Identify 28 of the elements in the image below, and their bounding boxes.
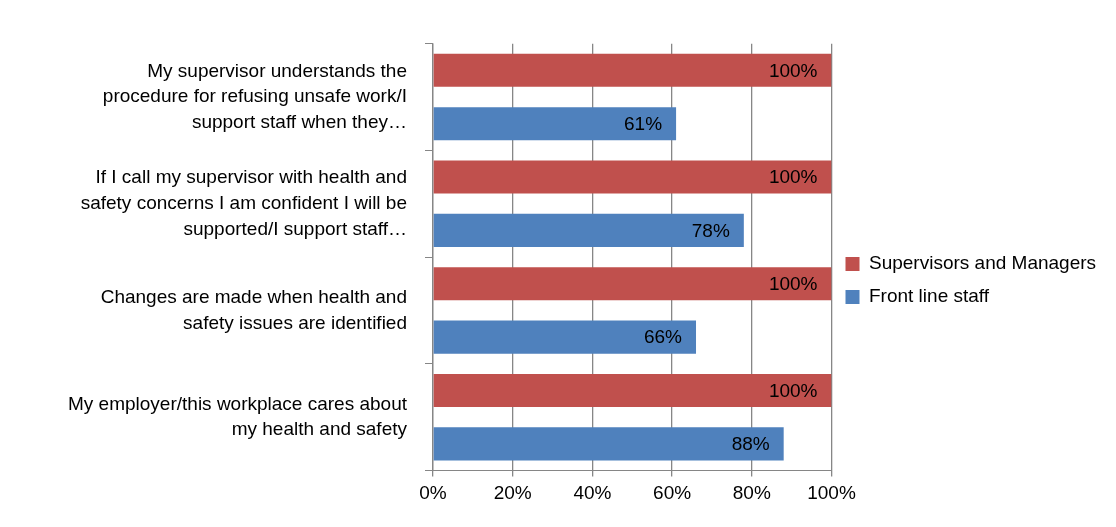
- x-tick-label: 100%: [807, 482, 856, 504]
- x-tick-label: 60%: [653, 482, 692, 504]
- bar: [433, 373, 832, 408]
- bar: [433, 160, 832, 194]
- x-tick-label: 80%: [732, 482, 771, 504]
- legend-label: Supervisors and Managers: [869, 252, 1097, 274]
- data-label: 66%: [643, 326, 683, 348]
- bar: [433, 427, 784, 461]
- bar: [433, 267, 832, 301]
- bar: [433, 53, 832, 87]
- x-tick-label: 40%: [573, 482, 612, 504]
- y-tick-label: My supervisor understands the procedure for refusing unsafe work/I support staff when they…: [102, 59, 407, 132]
- y-tick-label: If I call my supervisor with health and safety concerns I am confident I will be supported/I support staff…: [80, 166, 407, 239]
- legend-label: Front line staff: [869, 285, 990, 307]
- bar: [433, 213, 744, 247]
- bar: [433, 320, 697, 354]
- data-label: 78%: [691, 219, 730, 241]
- y-tick-label: My employer/this workplace cares about my health and safety: [68, 392, 408, 440]
- data-label: 88%: [731, 433, 770, 455]
- bar: [433, 107, 677, 141]
- data-label: 100%: [768, 379, 818, 401]
- data-label: 100%: [768, 166, 818, 188]
- data-label: 100%: [768, 273, 818, 294]
- x-tick-label: 20%: [493, 482, 532, 504]
- data-label: 61%: [624, 112, 663, 134]
- x-tick-label: 0%: [419, 482, 447, 504]
- data-label: 100%: [768, 59, 818, 81]
- y-tick-label: Changes are made when health and safety issues are identified: [100, 285, 407, 333]
